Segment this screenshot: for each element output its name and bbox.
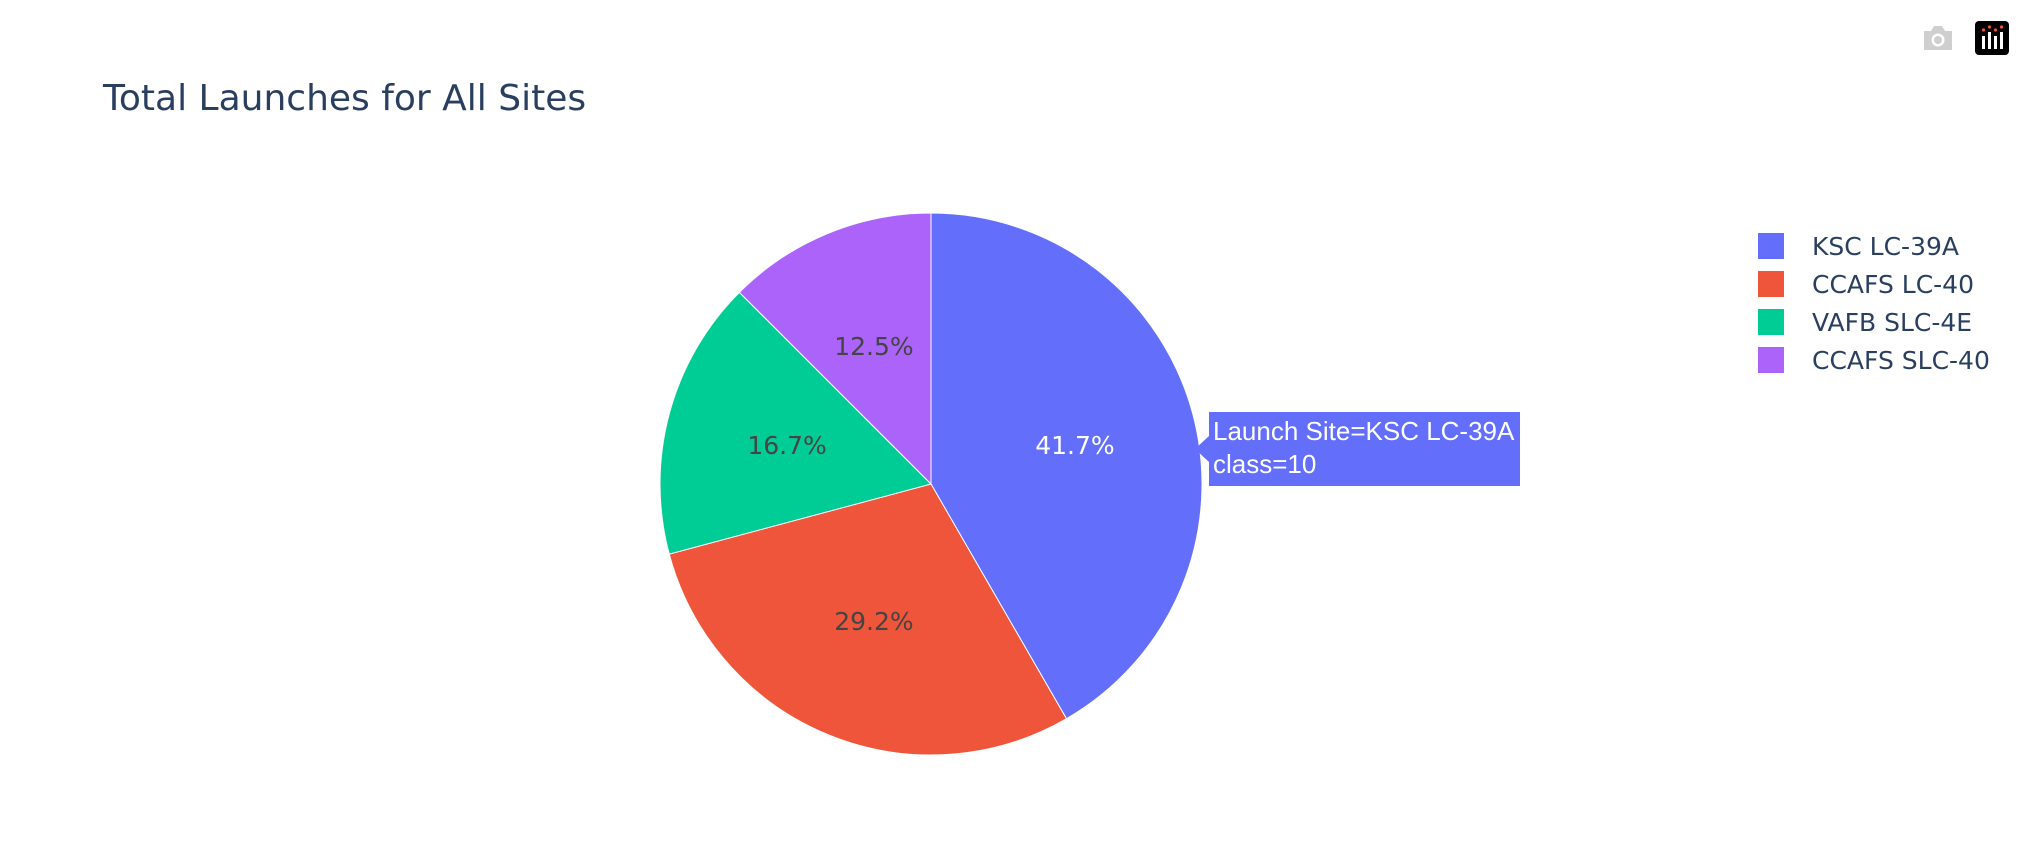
legend-item[interactable]: CCAFS SLC-40 [1758, 341, 1990, 379]
tooltip-line-site: Launch Site=KSC LC-39A [1213, 416, 1515, 446]
pie-slice-ccafs-slc-40[interactable] [738, 212, 932, 486]
modebar [1920, 20, 2010, 56]
legend-label: VAFB SLC-4E [1812, 307, 1973, 337]
pie-slice-vafb-slc-4e[interactable] [659, 291, 932, 555]
legend-item[interactable]: CCAFS LC-40 [1758, 265, 1990, 303]
pie-slice-ccafs-lc-40[interactable] [668, 483, 1068, 756]
chart-title: Total Launches for All Sites [103, 78, 587, 119]
legend: KSC LC-39A CCAFS LC-40 VAFB SLC-4E CCAFS SL… [1758, 227, 1990, 379]
slice-percent-label: 41.7% [1035, 431, 1114, 460]
legend-swatch [1758, 347, 1784, 373]
legend-swatch [1758, 271, 1784, 297]
legend-label: CCAFS SLC-40 [1812, 345, 1990, 375]
legend-swatch [1758, 309, 1784, 335]
camera-icon[interactable] [1920, 20, 1956, 56]
legend-item[interactable]: KSC LC-39A [1758, 227, 1990, 265]
tooltip-arrow [1195, 436, 1209, 462]
tooltip-line-class: class=10 [1213, 449, 1317, 479]
slice-percent-label: 12.5% [834, 332, 913, 361]
slice-percent-label: 29.2% [834, 607, 913, 636]
legend-label: CCAFS LC-40 [1812, 269, 1974, 299]
legend-label: KSC LC-39A [1812, 231, 1959, 261]
pie-slice-ksc-lc-39a[interactable] [930, 212, 1203, 720]
plotly-logo-icon[interactable] [1974, 20, 2010, 56]
legend-item[interactable]: VAFB SLC-4E [1758, 303, 1990, 341]
legend-swatch [1758, 233, 1784, 259]
hover-tooltip: Launch Site=KSC LC-39A class=10 [1209, 412, 1520, 486]
slice-percent-label: 16.7% [747, 431, 826, 460]
